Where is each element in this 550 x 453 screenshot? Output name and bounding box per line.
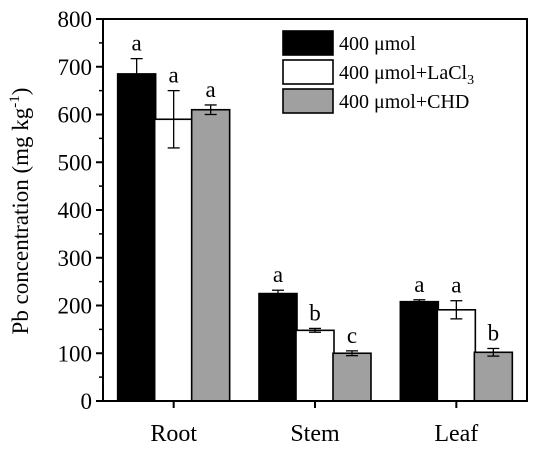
bar bbox=[153, 118, 194, 402]
y-tick-label: 800 bbox=[58, 7, 93, 32]
y-axis-label-superscript: -1 bbox=[7, 95, 23, 108]
x-tick-label: Leaf bbox=[434, 421, 478, 447]
legend-label-subscript: 3 bbox=[467, 73, 474, 88]
bar bbox=[258, 292, 298, 402]
significance-letter: b bbox=[309, 300, 321, 325]
y-tick-label: 400 bbox=[58, 198, 93, 223]
y-axis-label-main: Pb concentration (mg kg bbox=[8, 107, 33, 334]
bar bbox=[332, 352, 372, 402]
bar bbox=[116, 73, 157, 402]
y-axis-label-close: ) bbox=[8, 88, 33, 96]
y-tick-label: 0 bbox=[81, 389, 93, 414]
legend-label: 400 μmol+CHD bbox=[339, 91, 469, 113]
bar bbox=[436, 308, 477, 402]
legend: 400 μmol 400 μmol+LaCl3 400 μmol+CHD bbox=[282, 30, 474, 114]
x-axis-ticks: Root Stem Leaf bbox=[150, 401, 478, 447]
significance-letter: a bbox=[169, 63, 179, 88]
significance-letter: a bbox=[451, 273, 461, 298]
y-axis-label: Pb concentration (mg kg-1) bbox=[7, 88, 33, 335]
legend-swatch bbox=[282, 88, 334, 114]
y-tick-label: 700 bbox=[58, 55, 93, 80]
bar bbox=[399, 300, 440, 402]
y-tick-label: 600 bbox=[58, 103, 93, 128]
bars: a a a a b a a c b bbox=[116, 31, 514, 402]
bar bbox=[473, 351, 514, 402]
significance-letter: a bbox=[414, 272, 424, 297]
significance-letter: a bbox=[206, 77, 216, 102]
y-axis-ticks: 0 100 200 300 400 500 600 700 800 bbox=[58, 7, 103, 414]
legend-swatch bbox=[282, 59, 334, 85]
x-tick-label: Root bbox=[150, 421, 197, 447]
y-tick-label: 500 bbox=[58, 150, 93, 175]
significance-letter: a bbox=[273, 262, 283, 287]
y-tick-label: 100 bbox=[58, 341, 93, 366]
bar bbox=[295, 329, 335, 402]
x-tick-label: Stem bbox=[290, 421, 340, 447]
significance-letter: c bbox=[347, 323, 357, 348]
y-tick-label: 300 bbox=[58, 246, 93, 271]
bar bbox=[190, 108, 231, 402]
legend-swatch bbox=[282, 30, 334, 56]
legend-label: 400 μmol bbox=[339, 33, 416, 55]
legend-label: 400 μmol+LaCl3 bbox=[339, 62, 474, 88]
legend-label-main: 400 μmol bbox=[339, 33, 416, 55]
plot-frame bbox=[102, 18, 528, 402]
legend-label-main: 400 μmol+CHD bbox=[339, 91, 469, 113]
significance-letter: a bbox=[132, 31, 142, 56]
legend-label-main: 400 μmol+LaCl bbox=[339, 62, 468, 84]
y-tick-label: 200 bbox=[58, 294, 93, 319]
significance-letter: b bbox=[488, 320, 500, 345]
